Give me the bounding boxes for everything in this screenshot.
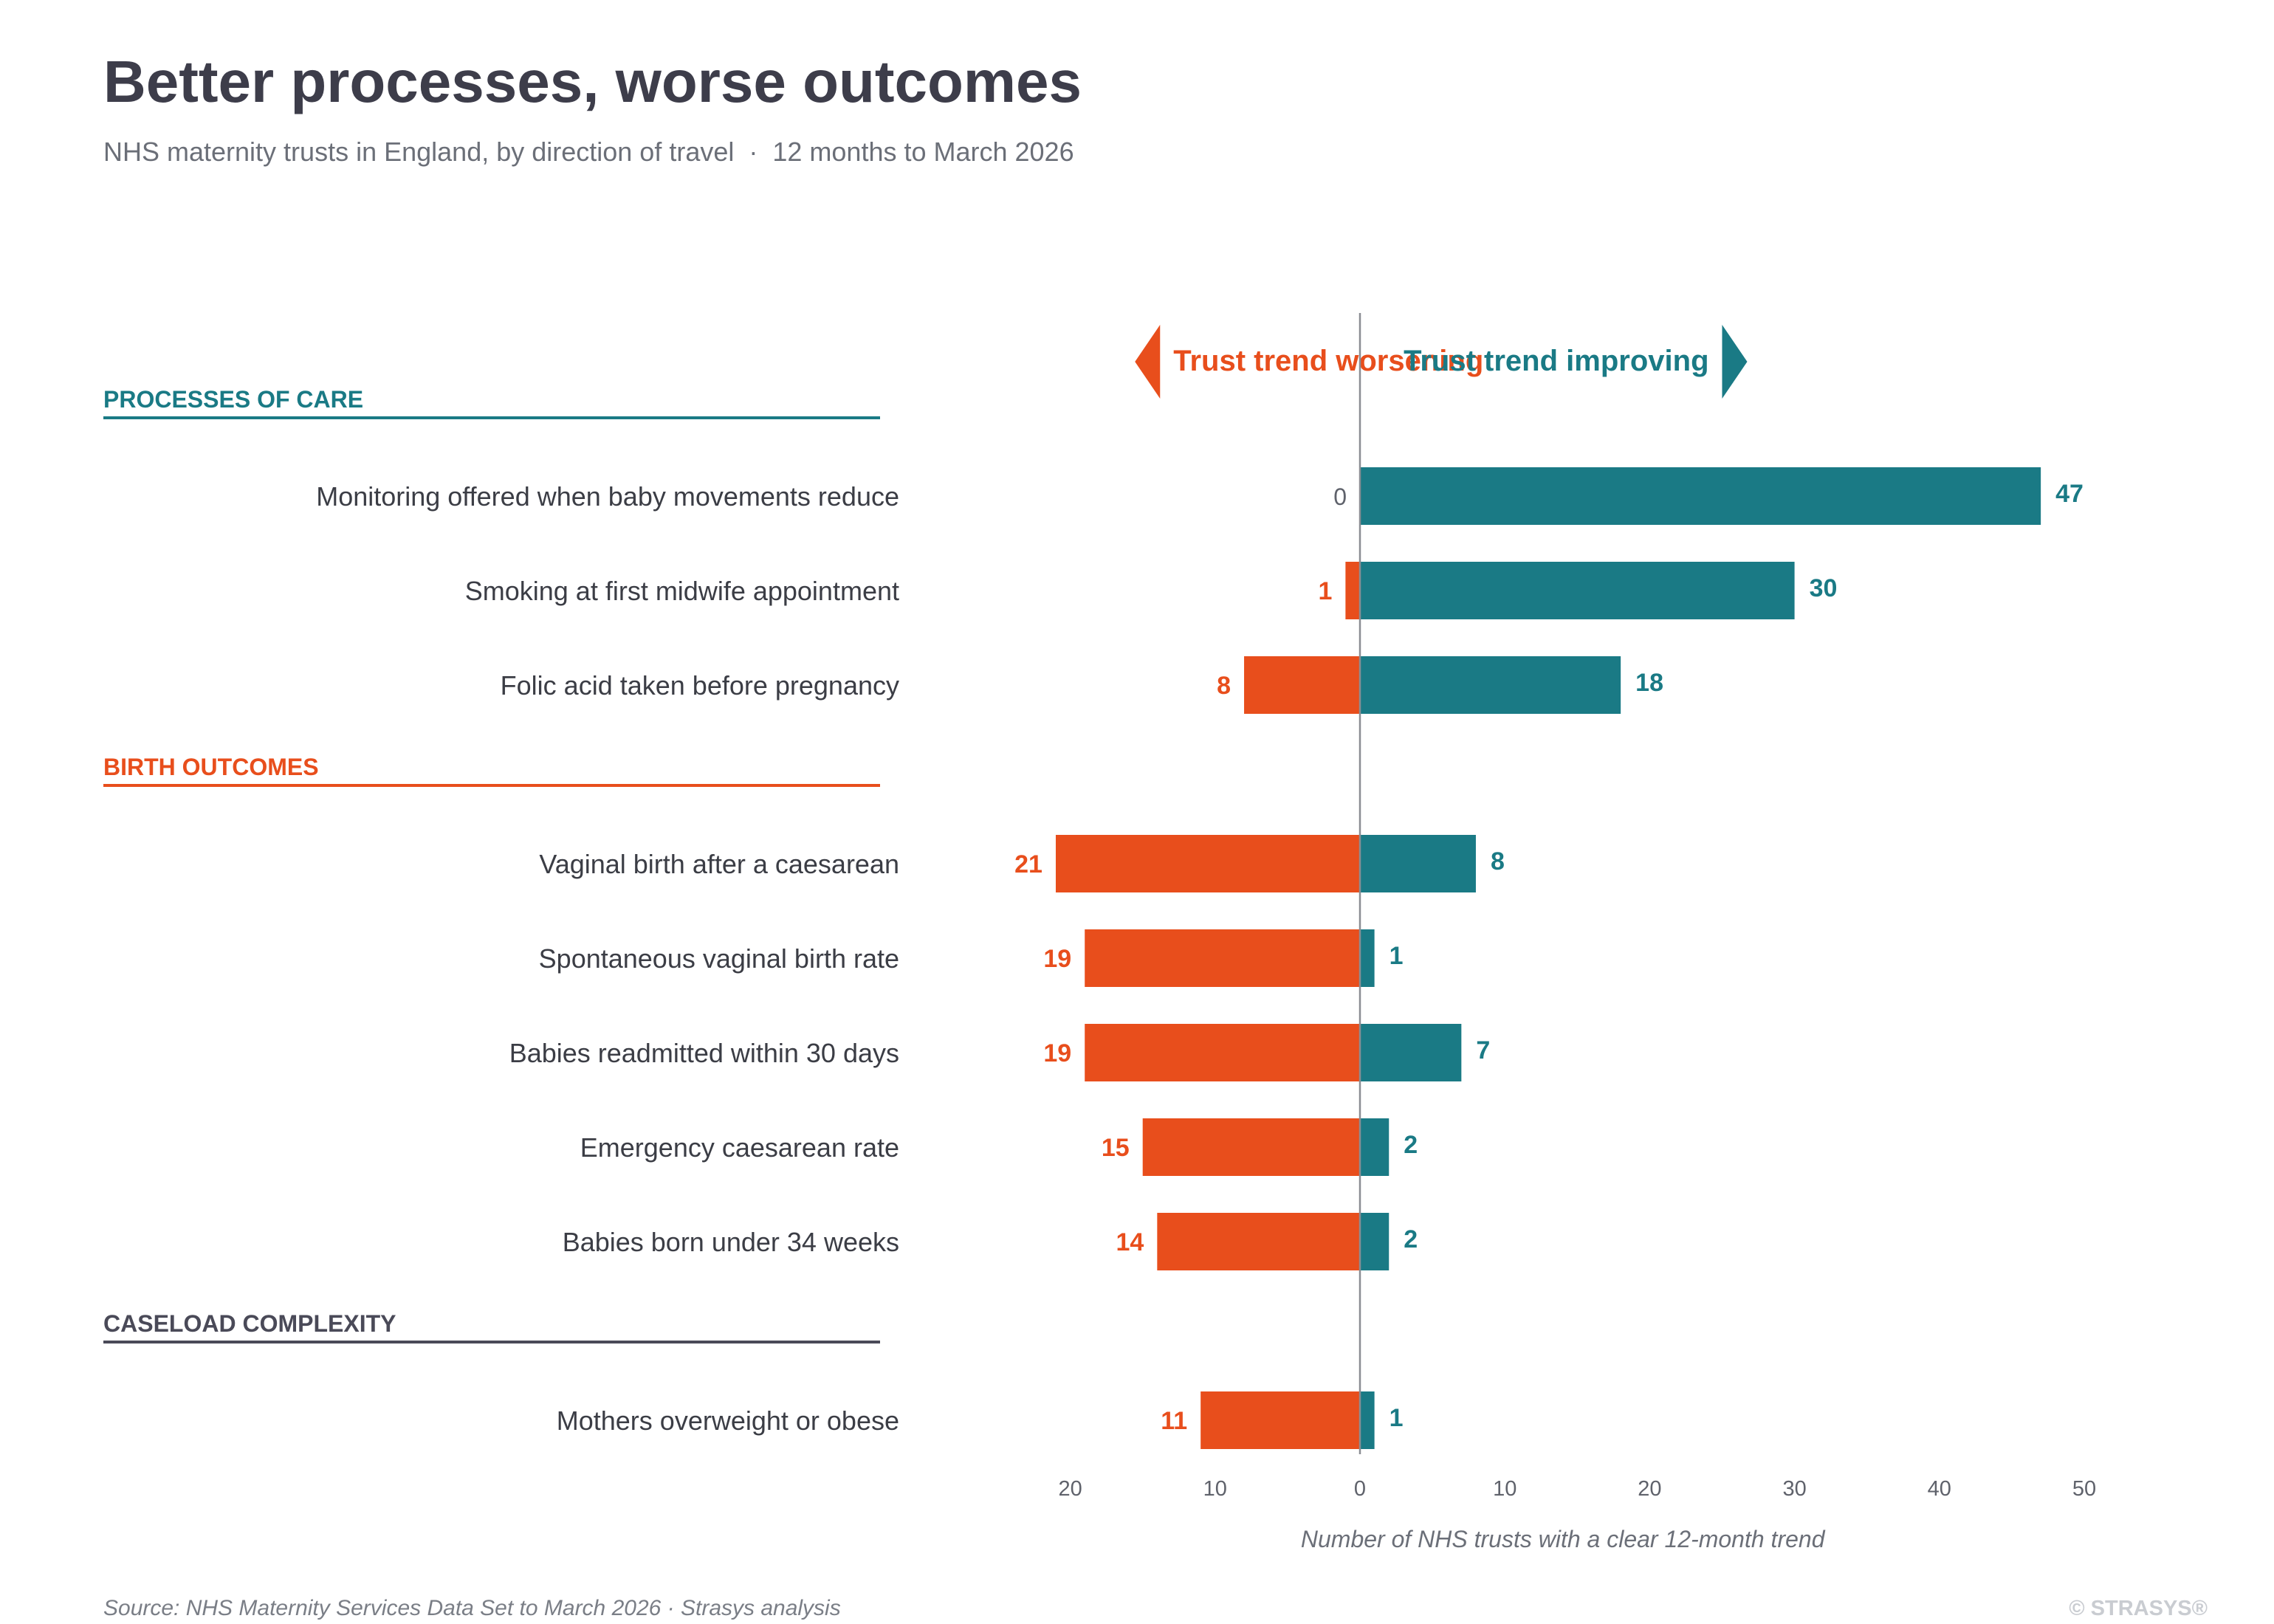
x-tick-label: 10 xyxy=(1493,1477,1516,1501)
improving-value-label: 1 xyxy=(1390,942,1404,970)
x-tick-label: 0 xyxy=(1354,1477,1366,1501)
improving-value-label: 47 xyxy=(2055,480,2084,508)
category-label: Vaginal birth after a caesarean xyxy=(539,849,899,879)
worsening-value-label: 0 xyxy=(1333,484,1347,510)
improving-arrow-icon xyxy=(1722,325,1748,399)
improving-bar xyxy=(1360,835,1476,892)
worsening-value-label: 8 xyxy=(1217,672,1231,700)
x-tick-label: 20 xyxy=(1638,1477,1661,1501)
chart-subtitle: NHS maternity trusts in England, by dire… xyxy=(103,137,1074,167)
improving-bar xyxy=(1360,562,1795,619)
worsening-value-label: 19 xyxy=(1043,945,1071,973)
worsening-bar xyxy=(1157,1213,1360,1270)
brand-logo-text: © STRASYS® xyxy=(2069,1597,2208,1620)
worsening-arrow-icon xyxy=(1135,325,1161,399)
improving-bar xyxy=(1360,1391,1375,1449)
improving-value-label: 2 xyxy=(1404,1225,1418,1253)
improving-value-label: 1 xyxy=(1390,1404,1404,1432)
chart-title: Better processes, worse outcomes xyxy=(103,49,1082,114)
worsening-bar xyxy=(1085,1024,1360,1081)
x-axis-label: Number of NHS trusts with a clear 12-mon… xyxy=(1301,1526,1826,1552)
improving-value-label: 8 xyxy=(1491,847,1505,875)
x-tick-label: 20 xyxy=(1058,1477,1082,1501)
section-header: BIRTH OUTCOMES xyxy=(103,754,319,780)
worsening-bar xyxy=(1244,656,1360,714)
category-label: Babies readmitted within 30 days xyxy=(509,1038,899,1068)
section-header: CASELOAD COMPLEXITY xyxy=(103,1310,396,1337)
worsening-bar xyxy=(1345,562,1360,619)
worsening-value-label: 11 xyxy=(1161,1407,1187,1435)
category-label: Spontaneous vaginal birth rate xyxy=(539,943,899,974)
x-tick-label: 30 xyxy=(1782,1477,1806,1501)
improving-bar xyxy=(1360,1213,1390,1270)
category-label: Smoking at first midwife appointment xyxy=(465,576,899,606)
worsening-value-label: 21 xyxy=(1014,850,1042,878)
category-label: Folic acid taken before pregnancy xyxy=(501,670,899,701)
x-tick-label: 40 xyxy=(1928,1477,1951,1501)
worsening-bar xyxy=(1055,835,1360,892)
x-tick-label: 50 xyxy=(2072,1477,2096,1501)
worsening-value-label: 15 xyxy=(1102,1134,1130,1162)
improving-value-label: 30 xyxy=(1810,574,1838,602)
worsening-value-label: 1 xyxy=(1318,577,1332,605)
improving-direction-label: Trust trend improving xyxy=(1404,345,1708,377)
improving-bar xyxy=(1360,467,2041,525)
improving-value-label: 7 xyxy=(1476,1036,1490,1064)
x-tick-label: 10 xyxy=(1203,1477,1227,1501)
worsening-bar xyxy=(1200,1391,1360,1449)
improving-bar xyxy=(1360,929,1375,987)
source-note: Source: NHS Maternity Services Data Set … xyxy=(103,1596,841,1620)
improving-bar xyxy=(1360,656,1621,714)
improving-value-label: 18 xyxy=(1635,669,1663,697)
worsening-value-label: 19 xyxy=(1043,1039,1071,1067)
improving-bar xyxy=(1360,1024,1462,1081)
worsening-direction-label: Trust trend worsening xyxy=(1173,345,1483,377)
category-label: Emergency caesarean rate xyxy=(580,1132,899,1163)
section-header: PROCESSES OF CARE xyxy=(103,386,363,413)
improving-bar xyxy=(1360,1118,1390,1176)
category-label: Mothers overweight or obese xyxy=(557,1405,899,1436)
improving-value-label: 2 xyxy=(1404,1131,1418,1159)
category-label: Babies born under 34 weeks xyxy=(563,1227,899,1257)
category-label: Monitoring offered when baby movements r… xyxy=(316,481,899,512)
worsening-bar xyxy=(1142,1118,1360,1176)
worsening-bar xyxy=(1085,929,1360,987)
worsening-value-label: 14 xyxy=(1116,1228,1144,1256)
